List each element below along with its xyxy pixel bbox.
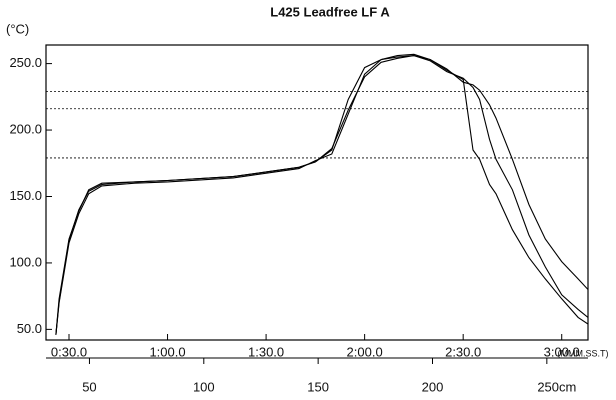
- x-tick-label: 2:00.0: [347, 344, 383, 359]
- y-axis-label: (°C): [6, 21, 29, 36]
- y-tick-label: 50.0: [17, 321, 42, 336]
- profile-line: [55, 53, 588, 335]
- y-tick-label: 100.0: [9, 254, 42, 269]
- y-tick-label: 250.0: [9, 55, 42, 70]
- x2-tick-label: 150: [307, 379, 329, 394]
- y-tick-label: 150.0: [9, 188, 42, 203]
- x-tick-label: 2:30.0: [445, 344, 481, 359]
- profile-line: [55, 55, 588, 335]
- x2-tick-label: 200: [422, 379, 444, 394]
- x-tick-label: 0:30.0: [51, 344, 87, 359]
- x-tick-label: 1:30.0: [248, 344, 284, 359]
- plot-frame: [45, 44, 589, 341]
- y-tick-label: 200.0: [9, 121, 42, 136]
- x2-tick-label: 250cm: [537, 379, 576, 394]
- x2-tick-label: 100: [193, 379, 215, 394]
- x2-tick-label: 50: [82, 379, 96, 394]
- x-tick-label: 1:00.0: [149, 344, 185, 359]
- x-tick-label: 3:00.0: [544, 344, 580, 359]
- chart-title: L425 Leadfree LF A: [270, 4, 390, 19]
- profile-line: [55, 55, 588, 335]
- x-unit-label: (MMM.SS.T): [558, 348, 609, 358]
